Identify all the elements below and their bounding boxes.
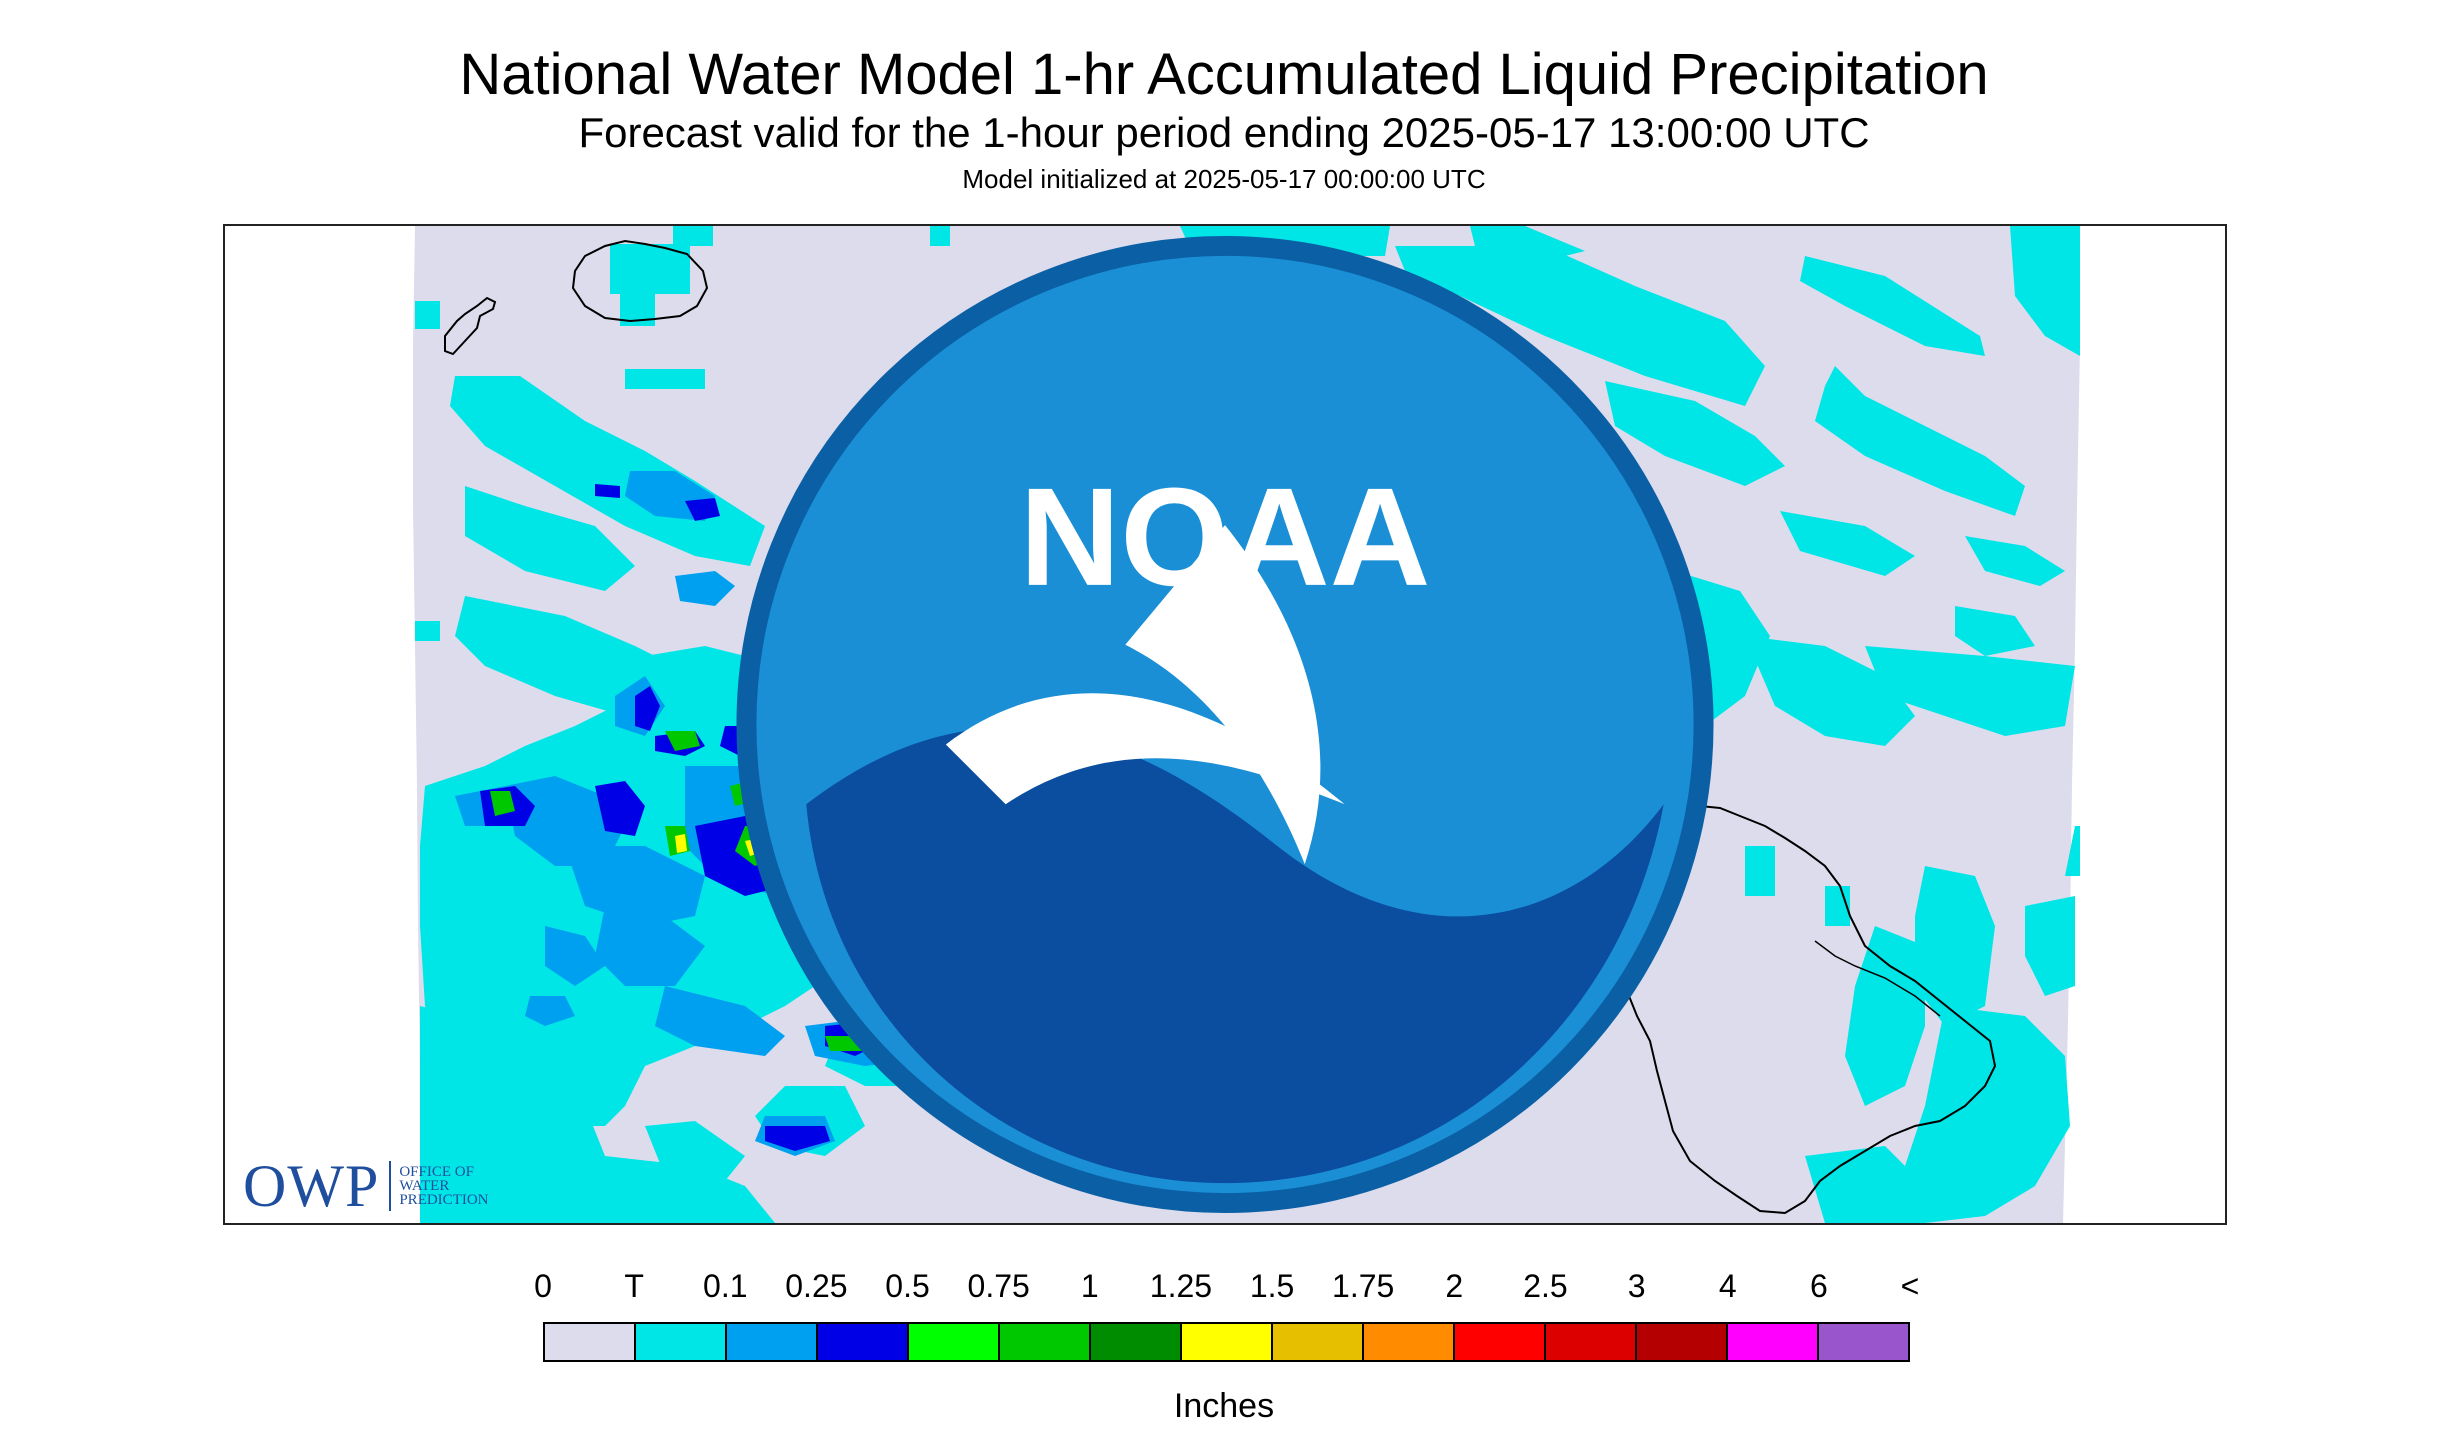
owp-logo-subtitle: OFFICE OF WATER PREDICTION: [399, 1164, 489, 1208]
legend-swatch: [1546, 1324, 1637, 1360]
legend-tick-label: 1.25: [1149, 1268, 1213, 1304]
legend-tick-label: 1.5: [1249, 1268, 1295, 1304]
legend-tick-label: 2: [1445, 1268, 1464, 1304]
legend-tick-label: 0: [534, 1268, 552, 1304]
legend-swatch: [1000, 1324, 1091, 1360]
precipitation-map: OWP OFFICE OF WATER PREDICTION NOAA: [223, 224, 2227, 1225]
owp-logo-divider: [389, 1161, 392, 1211]
legend-colorbar: [543, 1322, 1910, 1362]
legend-swatch: [1091, 1324, 1182, 1360]
legend-units: Inches: [1173, 1387, 1275, 1425]
owp-logo-line2: WATER: [399, 1178, 450, 1194]
model-init-time: Model initialized at 2025-05-17 00:00:00…: [962, 164, 1486, 194]
legend-swatch: [1637, 1324, 1728, 1360]
legend-labels: 0 T 0.1 0.25 0.5 0.75 1 1.25 1.5 1.75 2 2.5 3 4 6 <: [0, 1266, 2448, 1306]
legend-tick-label: 4: [1718, 1268, 1737, 1304]
map-title: National Water Model 1-hr Accumulated Li…: [459, 42, 1989, 107]
legend-tick-label: 2.5: [1523, 1268, 1568, 1304]
legend-tick-label: <: [1900, 1268, 1920, 1304]
legend-tick-label: 0.75: [967, 1268, 1030, 1304]
legend-swatch: [818, 1324, 909, 1360]
legend-swatch: [909, 1324, 1000, 1360]
owp-logo: OWP OFFICE OF WATER PREDICTION: [243, 1156, 489, 1216]
map-subtitle: Forecast valid for the 1-hour period end…: [578, 109, 1870, 156]
legend-swatch: [1819, 1324, 1908, 1360]
owp-logo-letters: OWP: [243, 1153, 380, 1219]
legend-swatch: [1728, 1324, 1819, 1360]
legend-swatch: [727, 1324, 818, 1360]
legend-tick-label: 0.1: [703, 1268, 748, 1304]
legend-swatch: [1364, 1324, 1455, 1360]
noaa-logo: NOAA: [736, 235, 1714, 1214]
noaa-logo-text: NOAA: [1020, 459, 1431, 615]
legend-tick-label: T: [624, 1268, 644, 1304]
legend-tick-label: 3: [1627, 1268, 1646, 1304]
legend-tick-label: 0.5: [885, 1268, 930, 1304]
legend-tick-label: 6: [1809, 1268, 1828, 1304]
owp-logo-line3: PREDICTION: [399, 1192, 489, 1208]
owp-logo-line1: OFFICE OF: [399, 1164, 474, 1180]
legend-tick-label: 0.25: [785, 1268, 848, 1304]
legend-tick-label: 1.75: [1332, 1268, 1395, 1304]
legend-tick-label: 1: [1080, 1268, 1099, 1304]
legend-swatch: [1273, 1324, 1364, 1360]
legend-swatch: [636, 1324, 727, 1360]
legend-swatch: [1455, 1324, 1546, 1360]
legend-swatch: [1182, 1324, 1273, 1360]
legend-swatch: [545, 1324, 636, 1360]
